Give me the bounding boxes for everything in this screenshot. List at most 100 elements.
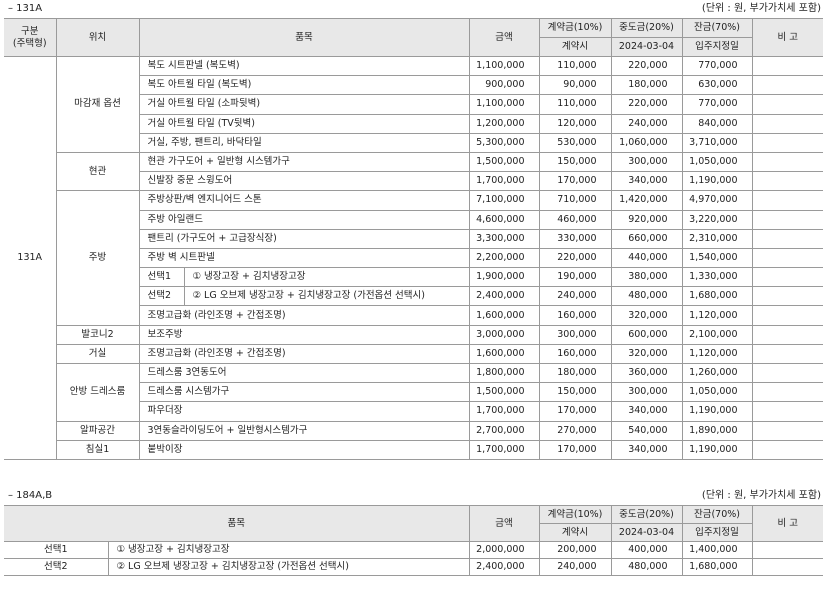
note-cell xyxy=(751,305,823,326)
middle-cell: 340,000 xyxy=(610,401,683,422)
amount-cell: 1,200,000 xyxy=(468,113,540,134)
table-row: 131A 마감재 옵션 복도 시트판넬 (복도벽) 1,100,000 110,000 2… xyxy=(4,55,823,460)
item-cell: 드레스룸 시스템가구 xyxy=(139,382,470,403)
table-row: 주방 벽 시트판넬 2,200,000 220,000 440,000 1,540,00… xyxy=(4,247,823,269)
header-location: 위치 xyxy=(55,18,140,57)
amount-cell: 1,700,000 xyxy=(468,401,540,422)
header-deposit-when: 계약시 xyxy=(539,523,612,542)
location-cell: 침실1 xyxy=(56,439,140,460)
location-cell: 알파공간 xyxy=(56,420,140,441)
middle-cell: 240,000 xyxy=(610,113,683,134)
middle-cell: 220,000 xyxy=(610,55,683,77)
deposit-cell: 150,000 xyxy=(538,151,612,173)
note-cell xyxy=(751,171,823,192)
table-row: 알파공간 3연동슬라이딩도어 + 일반형시스템가구 2,700,000 270,000… xyxy=(4,420,823,441)
note-cell xyxy=(751,401,823,422)
item-cell: 주방 벽 시트판넬 xyxy=(139,247,470,269)
item-cell: 3연동슬라이딩도어 + 일반형시스템가구 xyxy=(138,420,470,441)
header-type: 구분 (주택형) xyxy=(4,18,57,57)
amount-cell: 1,700,000 xyxy=(468,171,540,192)
note-cell xyxy=(751,55,823,77)
balance-cell: 1,120,000 xyxy=(681,305,753,326)
balance-cell: 1,400,000 xyxy=(681,541,753,559)
middle-cell: 360,000 xyxy=(610,362,683,384)
deposit-cell: 120,000 xyxy=(538,113,612,134)
item-cell: 팬트리 (가구도어 + 고급장식장) xyxy=(139,228,470,249)
deposit-cell: 170,000 xyxy=(538,439,612,460)
balance-cell: 1,190,000 xyxy=(681,171,753,192)
middle-cell: 1,420,000 xyxy=(610,190,683,211)
deposit-cell: 90,000 xyxy=(538,75,612,96)
amount-cell: 900,000 xyxy=(468,75,540,96)
header-type-line1: 구분 xyxy=(21,25,39,37)
note-cell xyxy=(751,439,823,460)
middle-cell: 320,000 xyxy=(610,343,683,365)
deposit-cell: 190,000 xyxy=(538,267,612,288)
deposit-cell: 180,000 xyxy=(538,362,612,384)
amount-cell: 1,100,000 xyxy=(468,94,540,115)
deposit-cell: 460,000 xyxy=(538,209,612,230)
table-row: 거실 조명고급화 (라인조명 + 간접조명) 1,600,000 160,000 320… xyxy=(4,343,823,365)
balance-cell: 2,310,000 xyxy=(681,228,753,249)
balance-cell: 1,050,000 xyxy=(681,151,753,173)
table-row: 발코니2 보조주방 3,000,000 300,000 600,000 2,100,000 xyxy=(4,324,823,345)
note-cell xyxy=(751,362,823,384)
item-cell: 주방상판/벽 엔지니어드 스톤 xyxy=(138,190,470,211)
balance-cell: 630,000 xyxy=(681,75,753,96)
option-price-table-131a: 구분 (주택형) 위치 품목 금액 계약금(10%) 중도금(20%) 잔금(7… xyxy=(4,18,823,460)
location-cell: 안방 드레스룸 xyxy=(56,363,140,422)
deposit-cell: 270,000 xyxy=(538,420,612,441)
amount-cell: 2,000,000 xyxy=(468,541,540,559)
table-row: 침실1 붙박이장 1,700,000 170,000 340,000 1,190,000 xyxy=(4,439,823,460)
amount-cell: 4,600,000 xyxy=(468,209,540,230)
type-cell: 131A xyxy=(4,56,57,460)
unit-note-184ab: (단위 : 원, 부가가치세 포함) xyxy=(701,490,821,501)
deposit-cell: 170,000 xyxy=(538,171,612,192)
item-cell: 현관 가구도어 + 일반형 시스템가구 xyxy=(138,151,470,173)
table-row: 조명고급화 (라인조명 + 간접조명) 1,600,000 160,000 320,0… xyxy=(4,305,823,326)
choice-label: 선택2 xyxy=(140,287,185,305)
header-amount: 금액 xyxy=(468,18,540,57)
deposit-cell: 110,000 xyxy=(538,94,612,115)
amount-cell: 1,900,000 xyxy=(468,267,540,288)
item-cell: 선택1 ① 냉장고장 + 김치냉장고장 xyxy=(139,267,470,288)
item-cell: 복도 시트판넬 (복도벽) xyxy=(138,55,470,77)
note-cell xyxy=(751,324,823,345)
header-note: 비 고 xyxy=(751,505,824,542)
deposit-cell: 110,000 xyxy=(538,55,612,77)
header-balance-when: 입주지정일 xyxy=(681,523,753,542)
table-row: 선택1 ① 냉장고장 + 김치냉장고장 1,900,000 190,000 380,00… xyxy=(4,267,823,288)
section-title-131a: – 131A xyxy=(8,3,43,14)
table-row: 주방 아일랜드 4,600,000 460,000 920,000 3,220,000 xyxy=(4,209,823,230)
note-cell xyxy=(751,94,823,115)
amount-cell: 1,500,000 xyxy=(468,151,540,173)
header-note: 비 고 xyxy=(751,18,823,57)
header-deposit: 계약금(10%) xyxy=(538,505,612,524)
amount-cell: 2,200,000 xyxy=(468,247,540,269)
middle-cell: 480,000 xyxy=(610,286,683,307)
amount-cell: 1,600,000 xyxy=(468,343,540,365)
amount-cell: 1,600,000 xyxy=(468,305,540,326)
amount-cell: 7,100,000 xyxy=(468,190,540,211)
header-middle-when: 2024-03-04 xyxy=(610,37,683,57)
balance-cell: 1,050,000 xyxy=(681,382,753,403)
unit-note-131a: (단위 : 원, 부가가치세 포함) xyxy=(701,3,821,14)
location-cell: 발코니2 xyxy=(56,324,140,345)
balance-cell: 2,100,000 xyxy=(681,324,753,345)
middle-cell: 1,060,000 xyxy=(610,132,683,153)
table-row: 현관 현관 가구도어 + 일반형 시스템가구 1,500,000 150,000 300… xyxy=(4,151,823,192)
middle-cell: 220,000 xyxy=(610,94,683,115)
header-balance: 잔금(70%) xyxy=(681,505,753,524)
table-row: 파우더장 1,700,000 170,000 340,000 1,190,000 xyxy=(4,401,823,422)
item-cell: 드레스룸 3연동도어 xyxy=(138,362,470,384)
table-row: 드레스룸 시스템가구 1,500,000 150,000 300,000 1,050,0… xyxy=(4,382,823,403)
header-middle-when: 2024-03-04 xyxy=(610,523,683,542)
middle-cell: 540,000 xyxy=(610,420,683,441)
item-cell: 거실, 주방, 팬트리, 바닥타일 xyxy=(139,132,470,153)
item-cell: 보조주방 xyxy=(138,324,470,345)
deposit-cell: 160,000 xyxy=(538,305,612,326)
balance-cell: 770,000 xyxy=(681,55,753,77)
header-deposit-when: 계약시 xyxy=(539,37,612,57)
note-cell xyxy=(751,132,823,153)
location-cell: 주방 xyxy=(56,190,140,326)
